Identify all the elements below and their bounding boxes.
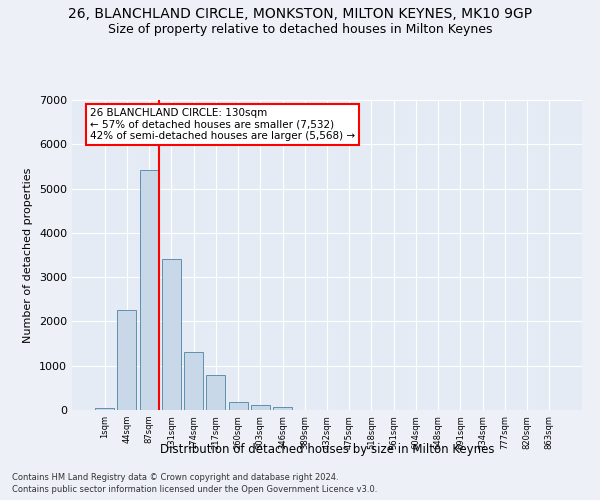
Bar: [206, 374, 225, 410]
Bar: [184, 352, 203, 410]
Text: 26 BLANCHLAND CIRCLE: 130sqm
← 57% of detached houses are smaller (7,532)
42% of: 26 BLANCHLAND CIRCLE: 130sqm ← 57% of de…: [90, 108, 355, 141]
Text: Contains HM Land Registry data © Crown copyright and database right 2024.: Contains HM Land Registry data © Crown c…: [12, 472, 338, 482]
Y-axis label: Number of detached properties: Number of detached properties: [23, 168, 34, 342]
Text: Size of property relative to detached houses in Milton Keynes: Size of property relative to detached ho…: [108, 22, 492, 36]
Bar: [95, 408, 114, 410]
Text: Contains public sector information licensed under the Open Government Licence v3: Contains public sector information licen…: [12, 485, 377, 494]
Bar: [118, 310, 136, 410]
Text: 26, BLANCHLAND CIRCLE, MONKSTON, MILTON KEYNES, MK10 9GP: 26, BLANCHLAND CIRCLE, MONKSTON, MILTON …: [68, 8, 532, 22]
Bar: [273, 407, 292, 410]
Bar: [162, 260, 181, 410]
Text: Distribution of detached houses by size in Milton Keynes: Distribution of detached houses by size …: [160, 442, 494, 456]
Bar: [140, 170, 158, 410]
Bar: [229, 402, 248, 410]
Bar: [251, 406, 270, 410]
